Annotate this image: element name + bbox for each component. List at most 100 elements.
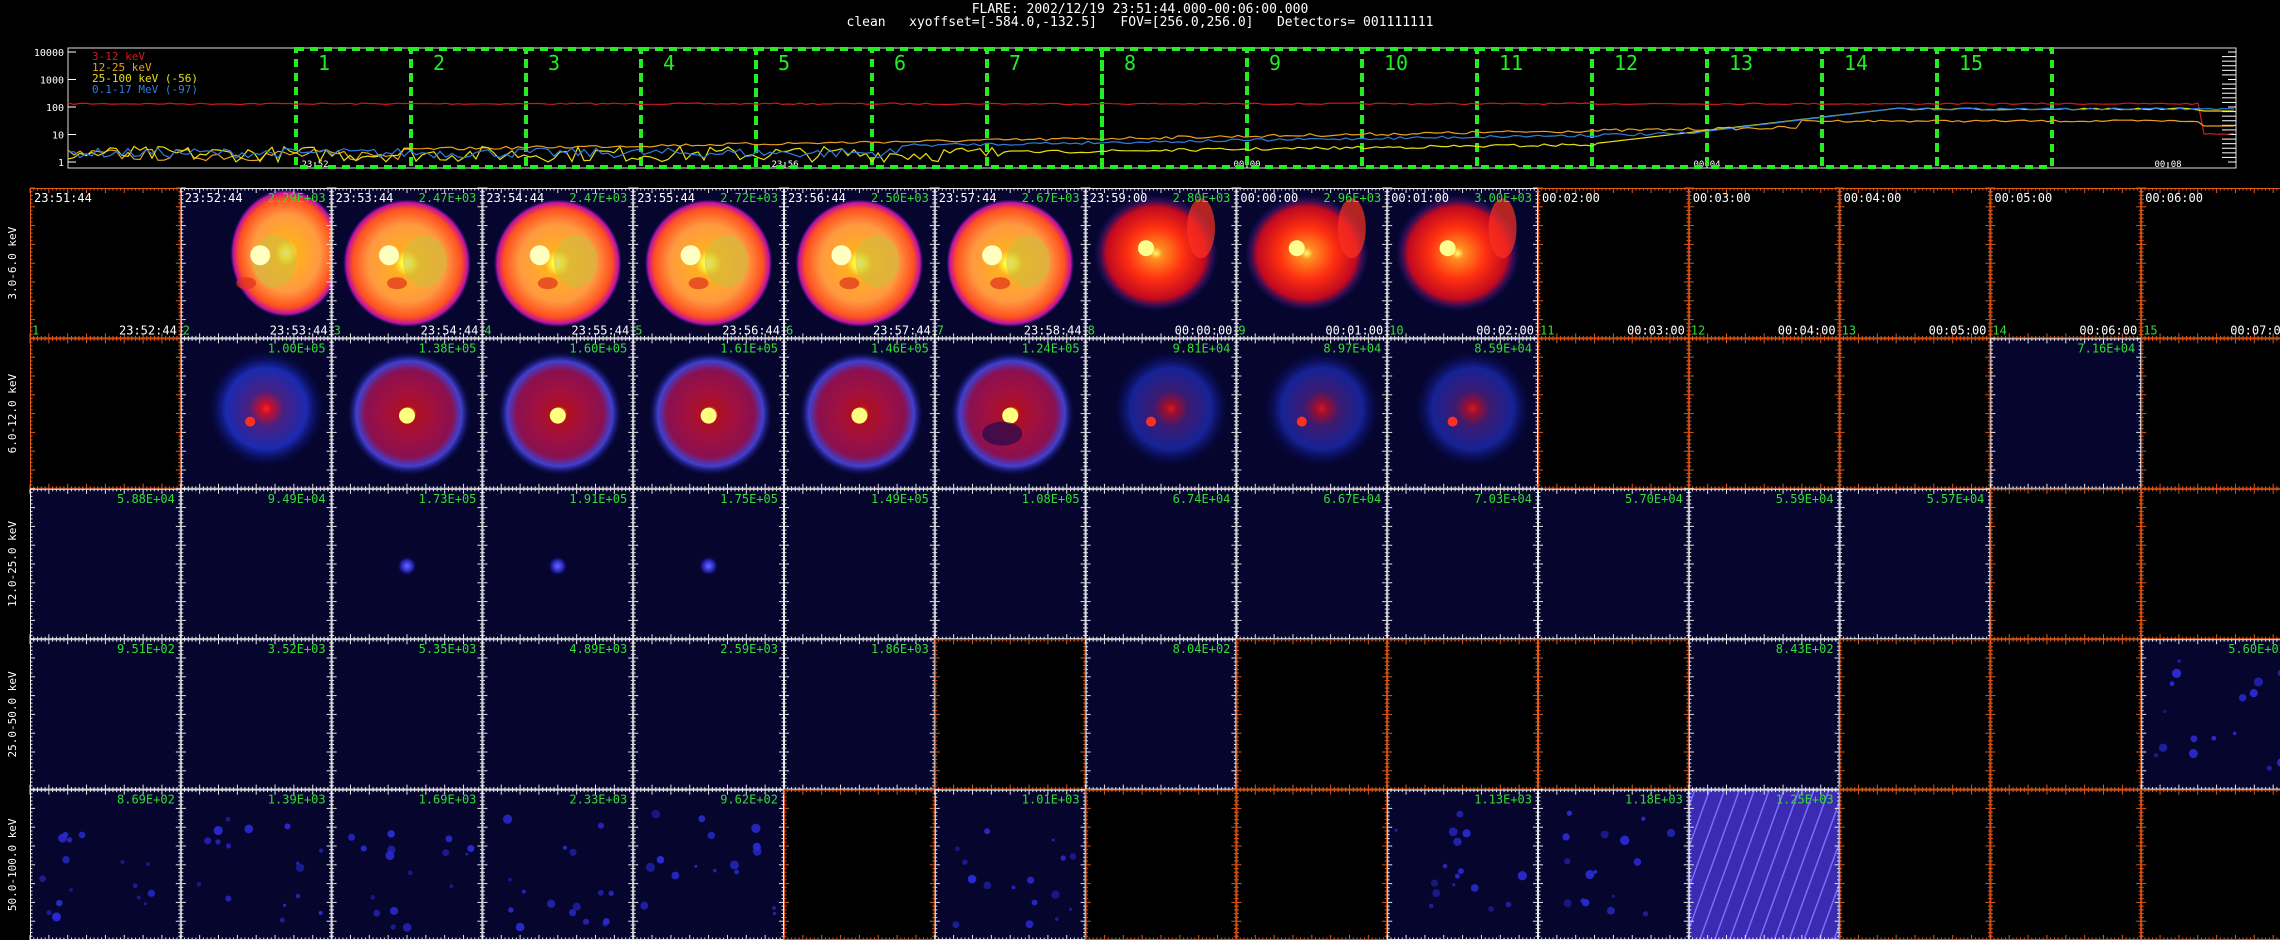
interval-number: 12 xyxy=(1614,51,1638,75)
end-time-label: 00:07:00 xyxy=(2230,323,2280,337)
start-time-label: 00:01:00 xyxy=(1391,191,1449,205)
start-time-label: 23:59:00 xyxy=(1090,191,1148,205)
footpoint-source xyxy=(831,245,852,266)
interval-number: 9 xyxy=(1269,51,1281,75)
panel-background xyxy=(1839,188,1991,339)
footpoint-source xyxy=(250,245,271,266)
source-emission xyxy=(1414,350,1531,467)
panel-background xyxy=(1990,188,2142,339)
start-time-label: 00:00:00 xyxy=(1240,191,1298,205)
panel-background xyxy=(1990,338,2142,489)
footpoint-source xyxy=(379,245,399,266)
source-emission xyxy=(990,277,1011,290)
end-time-label: 23:55:44 xyxy=(571,323,629,337)
peak-value: 1.38E+05 xyxy=(419,341,477,355)
interval-number: 10 xyxy=(1384,51,1408,75)
interval-index: 12 xyxy=(1691,323,1705,337)
interval-number: 7 xyxy=(1009,51,1021,75)
panel-background xyxy=(1688,338,1840,489)
y-tick-label: 10000 xyxy=(34,48,64,59)
image-panel: 7.16E+04 xyxy=(1989,337,2142,490)
interval-number: 6 xyxy=(894,51,906,75)
footpoint-source xyxy=(1296,416,1307,427)
source-emission xyxy=(387,277,407,290)
end-time-label: 23:56:44 xyxy=(722,323,780,337)
interval-index: 14 xyxy=(1992,323,2006,337)
peak-value: 8.59E+04 xyxy=(1474,341,1532,355)
source-emission xyxy=(982,421,1023,446)
interval-index: 15 xyxy=(2143,323,2157,337)
interval-number: 1 xyxy=(318,51,330,75)
y-tick-label: 100 xyxy=(46,103,64,114)
y-tick-label: 1 xyxy=(58,158,64,169)
peak-value: 9.81E+04 xyxy=(1173,341,1231,355)
peak-value: 8.97E+04 xyxy=(1323,341,1381,355)
interval-index: 3 xyxy=(334,323,341,337)
peak-value: 1.24E+05 xyxy=(1022,341,1080,355)
footpoint-source xyxy=(529,245,550,266)
interval-box xyxy=(1935,47,2054,169)
interval-index: 6 xyxy=(786,323,793,337)
image-panel xyxy=(1839,337,1991,490)
image-panel: 9.81E+04 xyxy=(1085,337,1237,490)
image-panel: 1.46E+05 xyxy=(783,337,936,490)
source-emission xyxy=(403,235,447,288)
source-emission xyxy=(537,277,558,290)
interval-index: 5 xyxy=(635,323,642,337)
image-panel: 3.00E+03 00:01:00 10 00:02:00 xyxy=(1386,187,1539,339)
panel-background xyxy=(2141,188,2280,339)
source-emission xyxy=(1488,198,1517,259)
panel-background xyxy=(30,188,181,339)
x-tick-label: 23:56 xyxy=(771,160,798,170)
interval-index: 1 xyxy=(32,323,39,337)
image-panel: 1.61E+05 xyxy=(632,337,785,490)
image-panel: 00:06:00 15 00:07:00 xyxy=(2140,187,2280,339)
footpoint-source xyxy=(1447,416,1458,427)
image-panel: 1.60E+05 xyxy=(481,337,634,490)
start-time-label: 23:55:44 xyxy=(637,191,695,205)
panel-background xyxy=(1839,338,1991,489)
image-panel: 1.24E+05 xyxy=(934,337,1087,490)
source-emission xyxy=(1113,350,1229,467)
legend-entry: 0.1-17 MeV (-97) xyxy=(92,83,198,96)
start-time-label: 00:06:00 xyxy=(2145,191,2203,205)
energy-band-label: 6.0-12.0 keV xyxy=(6,373,19,453)
start-time-label: 00:04:00 xyxy=(1844,191,1902,205)
image-panel: 8.97E+04 xyxy=(1235,337,1388,490)
footpoint-source xyxy=(982,245,1003,266)
x-tick-label: 00:08 xyxy=(2154,160,2181,170)
end-time-label: 00:01:00 xyxy=(1325,323,1383,337)
footpoint-source xyxy=(549,407,566,424)
interval-index: 10 xyxy=(1389,323,1403,337)
peak-value: 2.47E+03 xyxy=(419,191,477,205)
source-emission xyxy=(688,277,709,290)
end-time-label: 00:00:00 xyxy=(1175,323,1233,337)
image-panel: 00:04:00 13 00:05:00 xyxy=(1839,187,1991,339)
end-time-label: 00:03:00 xyxy=(1627,323,1685,337)
image-panel: 2.29E+03 23:52:44 2 23:53:44 xyxy=(180,187,343,339)
interval-index: 13 xyxy=(1842,323,1856,337)
interval-index: 2 xyxy=(183,323,190,337)
image-panel: 2.47E+03 23:54:44 4 23:55:44 xyxy=(481,187,634,339)
source-emission xyxy=(839,277,860,290)
source-emission xyxy=(1006,235,1051,288)
end-time-label: 23:52:44 xyxy=(119,323,177,337)
source-emission xyxy=(855,235,900,288)
legend-entry: 25-100 keV (-56) xyxy=(92,72,198,85)
image-panel: 23:51:44 1 23:52:44 xyxy=(29,187,182,339)
start-time-label: 00:05:00 xyxy=(1994,191,2052,205)
legend-entry: 3-12 keV xyxy=(92,50,145,63)
curve-0.1-17mev xyxy=(67,107,2235,159)
interval-index: 4 xyxy=(484,323,491,337)
y-tick-label: 1000 xyxy=(40,76,64,87)
interval-number: 3 xyxy=(548,51,560,75)
footpoint-source xyxy=(245,416,256,427)
image-panel: 2.50E+03 23:56:44 6 23:57:44 xyxy=(783,187,936,339)
panel-background xyxy=(1538,188,1689,339)
image-panel: 8.59E+04 xyxy=(1386,337,1539,490)
start-time-label: 23:52:44 xyxy=(185,191,243,205)
y-tick-label: 10 xyxy=(52,131,64,142)
interval-number: 14 xyxy=(1844,51,1868,75)
start-time-label: 23:57:44 xyxy=(939,191,997,205)
peak-value: 2.80E+03 xyxy=(1173,191,1231,205)
